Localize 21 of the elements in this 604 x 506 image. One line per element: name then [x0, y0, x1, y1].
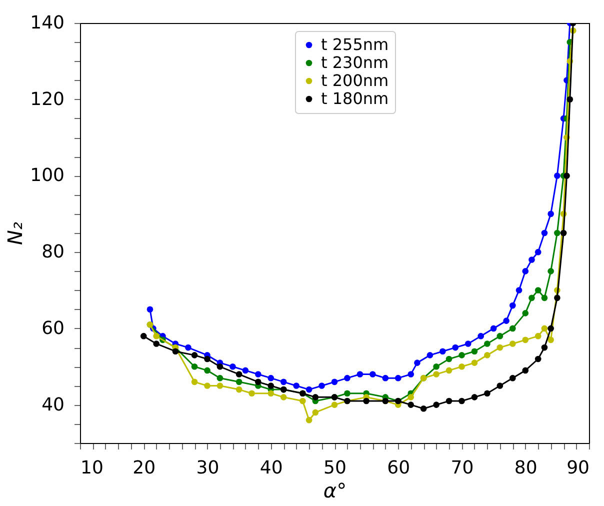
legend-label: t 255nm [321, 35, 389, 54]
legend-label: t 180nm [321, 89, 389, 108]
y-tick-label: 60 [42, 318, 64, 339]
y-tick-label: 140 [30, 12, 64, 34]
y-axis-title: N₂ [3, 222, 28, 245]
x-tick-label: 90 [566, 458, 590, 478]
x-tick-label: 60 [387, 458, 410, 478]
y-tick-label: 40 [42, 394, 64, 416]
x-tick-label: 40 [260, 458, 283, 478]
y-tick-label: 80 [42, 242, 64, 263]
x-tick-label: 30 [196, 458, 220, 478]
x-tick-label: 70 [450, 458, 474, 478]
x-tick-label: 80 [514, 458, 538, 478]
y-tick-label: 120 [30, 88, 64, 110]
x-tick-label: 20 [132, 458, 156, 478]
legend-label: t 230nm [321, 53, 389, 72]
x-axis-title: α° [323, 478, 347, 502]
legend-label: t 200nm [321, 71, 389, 90]
y-tick-label: 100 [30, 165, 64, 186]
x-tick-label: 10 [80, 458, 104, 478]
x-tick-label: 50 [324, 458, 346, 478]
